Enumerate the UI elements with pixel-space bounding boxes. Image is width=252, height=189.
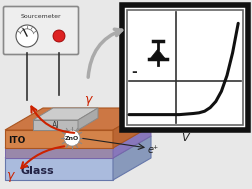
Text: e⁺: e⁺ — [147, 145, 158, 155]
Text: ITO: ITO — [8, 136, 26, 145]
Bar — [127, 10, 242, 125]
Circle shape — [53, 30, 65, 42]
Text: V: V — [180, 133, 188, 143]
Polygon shape — [113, 108, 150, 148]
Text: γ: γ — [6, 170, 14, 183]
Bar — [121, 5, 247, 130]
FancyBboxPatch shape — [4, 6, 78, 54]
Polygon shape — [113, 136, 150, 180]
Polygon shape — [113, 126, 150, 158]
Polygon shape — [5, 126, 150, 148]
Polygon shape — [78, 108, 98, 130]
Polygon shape — [5, 136, 150, 158]
Text: ZnO: ZnO — [65, 136, 79, 142]
Text: Sourcemeter: Sourcemeter — [21, 13, 61, 19]
Polygon shape — [33, 108, 98, 120]
Bar — [5, 130, 113, 148]
Circle shape — [16, 25, 38, 47]
Circle shape — [64, 130, 80, 146]
Bar — [33, 120, 78, 130]
Text: Al: Al — [52, 121, 59, 129]
Polygon shape — [5, 108, 150, 130]
Text: -: - — [131, 65, 136, 79]
Bar — [5, 158, 113, 180]
Text: Glass: Glass — [20, 166, 54, 176]
Bar — [5, 148, 113, 158]
Text: γ: γ — [84, 94, 91, 106]
Polygon shape — [149, 49, 165, 59]
